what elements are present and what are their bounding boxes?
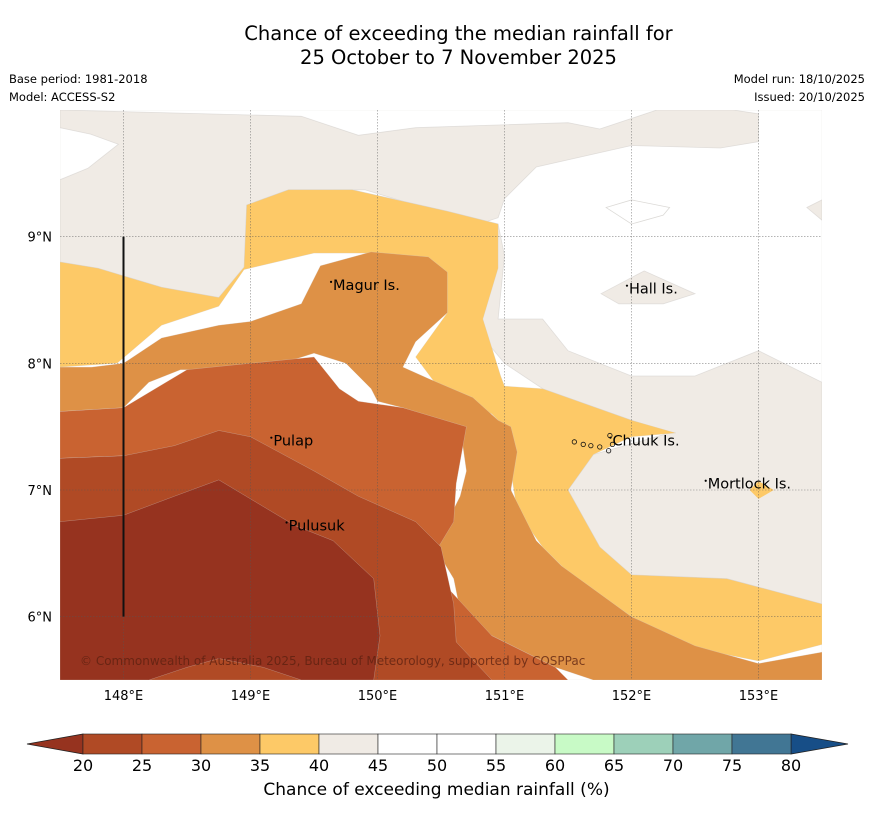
colorbar-bin [672,733,733,755]
contour-<20-0 [60,479,381,680]
contour-regions [60,110,822,680]
colorbar-tick-label: 65 [604,756,624,775]
lat-tick-label: 6°N [28,611,53,626]
colorbar-tick-label: 35 [250,756,270,775]
meta-right: Model run: 18/10/2025 Issued: 20/10/2025 [734,70,865,106]
chuuk-islet [571,439,577,445]
colorbar-bin [141,733,202,755]
contour-35-40-mortlock [749,481,774,499]
colorbar-bin [613,733,674,755]
chuuk-islet [580,441,586,447]
contour-40-45-2 [806,199,822,221]
colorbar-tick-label: 30 [191,756,211,775]
title-line-2: 25 October to 7 November 2025 [300,46,617,69]
colorbar-tick-label: 80 [781,756,801,775]
copyright-notice: © Commonwealth of Australia 2025, Bureau… [80,654,585,668]
colorbar-bin [318,733,379,755]
place-label: Pulap [273,434,313,450]
island-marker [625,284,629,287]
chuuk-islet [607,432,613,439]
colorbar-bin [259,733,320,755]
meta-left: Base period: 1981-2018 Model: ACCESS-S2 [9,70,148,106]
issued-label: Issued: 20/10/2025 [754,90,865,104]
contour-40-45-1 [600,270,697,305]
lon-tick-label: 153°E [739,689,779,704]
axis-ticks: 148°E 149°E 150°E 151°E 152°E 153°E 9°N 8°N 7°N 6… [28,231,779,704]
base-period-label: Base period: 1981-2018 [9,72,148,86]
place-label: Mortlock Is. [708,477,791,493]
colorbar-tick-label: 55 [486,756,506,775]
title-line-1: Chance of exceeding the median rainfall … [244,22,673,45]
map-title: Chance of exceeding the median rainfall … [0,22,873,70]
chuuk-islet [606,448,612,454]
colorbar-tick-label: 25 [132,756,152,775]
contour-50-outline [605,199,671,225]
colorbar-bin [377,733,438,755]
lon-tick-label: 152°E [612,689,652,704]
colorbar-over-arrow [790,733,849,755]
model-run-label: Model run: 18/10/2025 [733,72,865,86]
colorbar-tick-label: 50 [427,756,447,775]
lat-tick-label: 7°N [28,484,53,499]
colorbar-under-arrow [26,733,84,755]
model-label: Model: ACCESS-S2 [9,90,116,104]
chuuk-islet [588,443,594,449]
place-label: Magur Is. [333,278,400,294]
place-label: Hall Is. [629,282,678,298]
island-marker [285,521,288,524]
colorbar-bin [200,733,261,755]
chuuk-islet [609,441,616,447]
lon-tick-label: 148°E [104,689,144,704]
colorbar-bin [731,733,792,755]
place-labels: Magur Is. Hall Is. Pulap Pulusuk Chuuk Is. Mo… [270,278,791,535]
colorbar-title: Chance of exceeding median rainfall (%) [263,780,610,800]
chuuk-islet [597,444,603,450]
colorbar-tick-label: 20 [73,756,93,775]
colorbar-bin [554,733,615,755]
colorbar-bin [436,733,497,755]
colorbar-bin [495,733,556,755]
lon-tick-label: 151°E [485,689,525,704]
lon-tick-label: 150°E [358,689,398,704]
colorbar: 20 25 30 35 40 45 50 55 60 65 70 75 80 [26,733,849,775]
island-marker [704,479,707,482]
island-marker [329,280,333,283]
island-marker [270,436,273,439]
colorbar-tick-label: 60 [545,756,565,775]
colorbar-tick-label: 70 [663,756,683,775]
lat-tick-label: 8°N [28,357,53,372]
place-label: Pulusuk [289,519,346,535]
colorbar-bin [82,733,143,755]
lon-tick-label: 149°E [231,689,271,704]
lat-tick-label: 9°N [28,231,53,246]
colorbar-tick-label: 75 [722,756,742,775]
colorbar-tick-label: 40 [309,756,329,775]
colorbar-tick-label: 45 [368,756,388,775]
place-label: Chuuk Is. [612,434,679,450]
contour-30-35-0 [60,251,822,680]
